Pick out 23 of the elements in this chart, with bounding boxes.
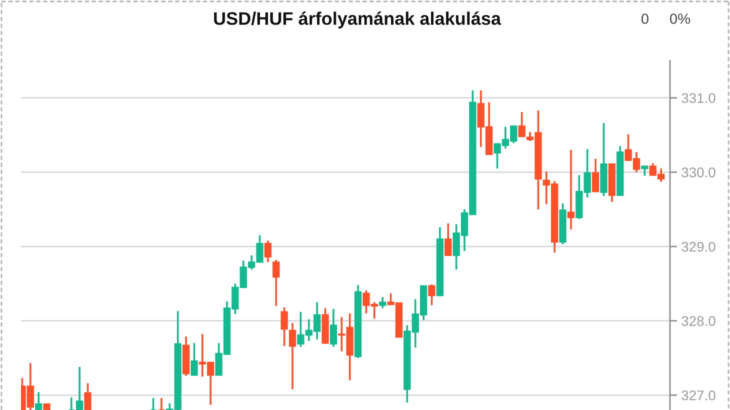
- y-tick-label: 328.0: [682, 316, 716, 326]
- candlestick: [190, 342, 198, 377]
- candlestick: [330, 308, 338, 348]
- candlestick: [444, 222, 452, 256]
- candlestick: [272, 258, 280, 307]
- y-tick-label: 330.0: [682, 168, 716, 178]
- candlestick: [592, 158, 600, 194]
- candlestick: [158, 397, 166, 410]
- y-tick-label: 327.0: [682, 390, 716, 400]
- candlestick: [288, 322, 296, 390]
- candlestick: [35, 391, 42, 410]
- candlestick: [567, 148, 575, 230]
- candlestick: [428, 283, 436, 306]
- y-tick-label: 331.0: [682, 93, 716, 104]
- candlestick: [150, 397, 157, 410]
- candlestick: [264, 240, 272, 264]
- candlestick: [280, 306, 288, 347]
- text: 0%: [670, 14, 690, 24]
- y-tick-label: 329.0: [682, 242, 716, 252]
- text: 0: [642, 14, 648, 24]
- chart-title: USD/HUF árfolyamának alakulása: [214, 12, 502, 28]
- candlestick: [84, 382, 92, 410]
- candlestick: [379, 296, 386, 310]
